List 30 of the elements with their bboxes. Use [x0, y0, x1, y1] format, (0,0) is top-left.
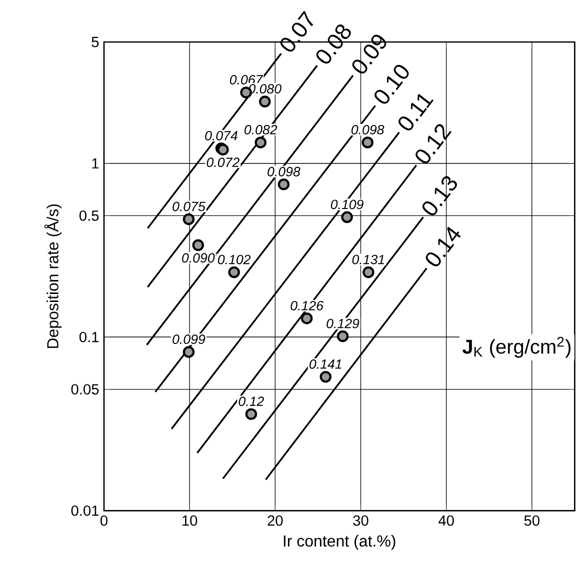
x-tick-label: 10 — [182, 515, 198, 526]
x-tick-label: 0 — [100, 515, 108, 526]
y-tick-label: 0.5 — [79, 210, 99, 221]
annotation: J$_{K}$ (erg/cm$^{2}$) — [462, 336, 570, 358]
x-tick-label: 20 — [268, 515, 283, 526]
annotation: 0.126 — [290, 300, 324, 310]
y-tick-label: 0.1 — [79, 332, 99, 342]
x-axis-title: Ir content (at.%) — [284, 534, 396, 550]
annotation: 0.082 — [244, 125, 278, 134]
annotation: 0.098 — [351, 125, 384, 134]
annotation: 0.072 — [206, 158, 240, 168]
annotation: 0.109 — [330, 200, 364, 210]
x-tick-label: 30 — [353, 515, 368, 526]
y-axis-title: Deposition rate (Å/s) — [44, 204, 62, 348]
annotation: 0.074 — [205, 130, 238, 140]
annotation: 0.090 — [182, 253, 215, 263]
annotation: 0.075 — [172, 202, 206, 212]
x-tick-label: 50 — [524, 515, 540, 526]
x-tick-label: 40 — [438, 515, 454, 526]
y-tick-label: 0.01 — [71, 505, 99, 516]
annotation: 0.141 — [310, 359, 342, 369]
annotation: 0.129 — [326, 318, 360, 328]
annotation: 0.099 — [172, 334, 206, 344]
y-tick-label: 5 — [92, 36, 99, 48]
annotation: 0.12 — [238, 396, 264, 406]
annotation: 0.102 — [218, 254, 251, 264]
annotation: 0.098 — [268, 166, 300, 176]
y-tick-label: 1 — [92, 158, 99, 168]
y-tick-label: 0.05 — [71, 384, 99, 394]
annotation: 0.131 — [352, 254, 384, 264]
